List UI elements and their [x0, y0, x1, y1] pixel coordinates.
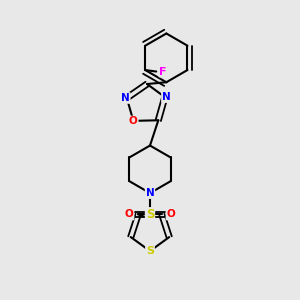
Text: N: N	[162, 92, 171, 102]
Text: N: N	[146, 188, 154, 198]
Text: N: N	[121, 93, 130, 103]
Text: O: O	[125, 209, 134, 220]
Text: O: O	[167, 209, 175, 220]
Text: F: F	[159, 67, 167, 76]
Text: S: S	[146, 246, 154, 256]
Text: S: S	[146, 208, 154, 221]
Text: O: O	[129, 116, 138, 127]
